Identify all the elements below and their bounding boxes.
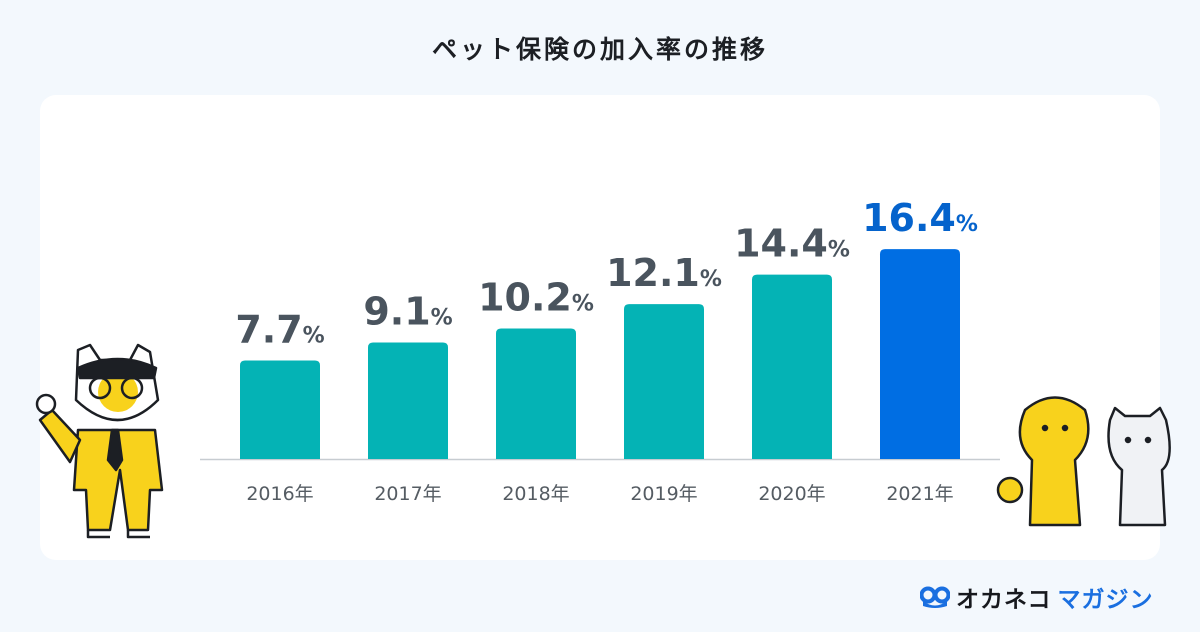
bar-2018年 <box>496 328 576 459</box>
data-label: 10.2% <box>478 275 594 319</box>
data-label: 9.1% <box>363 290 452 334</box>
bar-2016年 <box>240 360 320 459</box>
x-tick-label: 2018年 <box>502 483 569 505</box>
cat-businessman-illustration <box>35 343 164 539</box>
bar-2017年 <box>368 342 448 459</box>
x-tick-label: 2020年 <box>758 483 825 505</box>
bar-2020年 <box>752 274 832 459</box>
page-title: ペット保険の加入率の推移 <box>431 35 768 64</box>
dog-and-cat-illustration <box>996 396 1171 527</box>
logo-text-magazine: マガジン <box>1057 587 1154 613</box>
x-tick-label: 2017年 <box>374 483 441 505</box>
logo-text-okaneko: オカネコ <box>956 587 1052 613</box>
data-label: 14.4% <box>734 222 850 266</box>
chart-card <box>40 95 1160 560</box>
bar-2021年 <box>880 249 960 459</box>
x-tick-label: 2016年 <box>246 483 313 505</box>
bar-2019年 <box>624 304 704 459</box>
okaneko-magazine-logo: オカネコ マガジン <box>920 580 1154 614</box>
data-label: 16.4% <box>862 196 978 240</box>
owl-mask-icon <box>920 586 950 608</box>
x-tick-label: 2021年 <box>886 483 953 505</box>
x-tick-label: 2019年 <box>630 483 697 505</box>
data-label: 12.1% <box>606 251 722 295</box>
data-label: 7.7% <box>235 307 324 351</box>
